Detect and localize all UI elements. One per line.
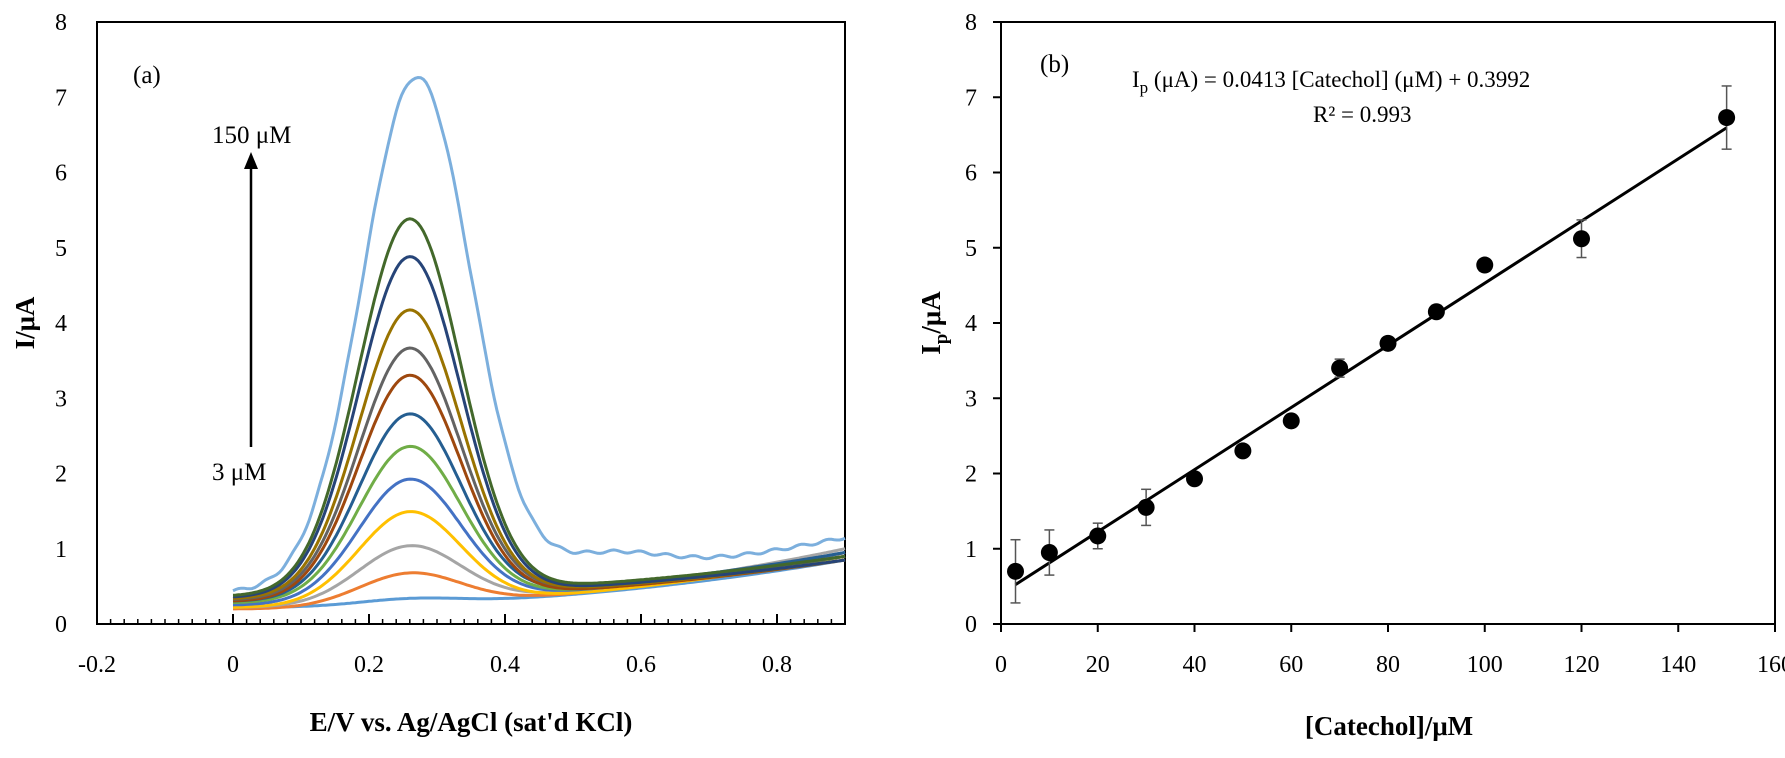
panel-a-y-tick-label: 7 bbox=[55, 85, 67, 111]
data-point bbox=[1282, 412, 1300, 430]
panel-a: (a) -0.2 0 0.2 0.4 0.6 0.8 0 1 2 3 4 5 6 7 8 150 μM 3 … bbox=[10, 10, 846, 737]
panel-b-label: (b) bbox=[1040, 51, 1069, 78]
panel-b-y-tick-label: 4 bbox=[965, 311, 977, 337]
panel-a-y-tick-label: 8 bbox=[55, 10, 67, 36]
panel-a-y-tick-label: 0 bbox=[55, 612, 67, 638]
panel-a-label: (a) bbox=[133, 62, 161, 89]
data-point bbox=[1186, 470, 1203, 488]
regression-line bbox=[1014, 126, 1728, 586]
panel-a-y-tick-label: 4 bbox=[55, 311, 67, 337]
panel-a-y-tick-label: 6 bbox=[55, 161, 67, 187]
regression-equation: Ip (μA) = 0.0413 [Catechol] (μM) + 0.399… bbox=[1132, 67, 1530, 97]
voltammogram-150uM bbox=[232, 75, 846, 593]
panel-a-x-tick-label: 0.8 bbox=[762, 652, 792, 678]
panel-b-y-label-i: I bbox=[916, 344, 946, 355]
panel-b-y-tick-label: 3 bbox=[965, 386, 977, 412]
panel-b-x-tick-label: 120 bbox=[1564, 652, 1600, 678]
panel-b-x-tick-label: 60 bbox=[1279, 652, 1303, 678]
panel-a-x-tick-label: 0 bbox=[227, 652, 239, 678]
panel-b-y-tick-label: 1 bbox=[965, 537, 977, 563]
panel-b-axes: 0 20 40 60 80 100 120 140 160 0 1 2 3 4 5 6 7 8 bbox=[965, 10, 1785, 678]
panel-b-y-tick-label: 7 bbox=[965, 85, 977, 111]
panel-a-curves bbox=[232, 75, 846, 611]
data-point bbox=[1137, 498, 1155, 516]
panel-b-y-tick-label: 5 bbox=[965, 236, 977, 262]
panel-b-points bbox=[1007, 85, 1736, 604]
panel-a-y-tick-label: 2 bbox=[55, 462, 67, 488]
voltammogram-100uM bbox=[232, 255, 846, 599]
regression-equation-body: (μA) = 0.0413 [Catechol] (μM) + 0.3992 bbox=[1148, 67, 1530, 92]
panel-b-y-axis-label: Ip/μA bbox=[916, 291, 952, 355]
data-point bbox=[1007, 562, 1025, 580]
panel-b-y-tick-label: 6 bbox=[965, 161, 977, 187]
voltammogram-120uM bbox=[232, 217, 846, 597]
data-point bbox=[1234, 442, 1252, 460]
panel-a-x-tick-label: 0.4 bbox=[490, 652, 520, 678]
data-point bbox=[1379, 334, 1397, 352]
panel-b-x-axis-label: [Catechol]/μM bbox=[1305, 711, 1473, 741]
panel-a-axes: -0.2 0 0.2 0.4 0.6 0.8 0 1 2 3 4 5 6 7 8 bbox=[55, 10, 846, 678]
panel-b-x-tick-label: 140 bbox=[1660, 652, 1696, 678]
panel-a-y-axis-label: I/μA bbox=[10, 296, 40, 349]
panel-b: (b) 0 20 40 60 80 100 120 140 160 0 1 2 3 4 5 6 7 8 Ip (μ… bbox=[916, 10, 1785, 741]
panel-b-y-tick-label: 8 bbox=[965, 10, 977, 36]
panel-b-x-tick-label: 40 bbox=[1183, 652, 1207, 678]
voltammogram-3uM bbox=[233, 558, 846, 609]
data-point bbox=[1089, 527, 1107, 545]
data-point bbox=[1331, 359, 1349, 377]
data-point bbox=[1718, 109, 1736, 127]
regression-equation-sub: p bbox=[1140, 78, 1149, 97]
data-point bbox=[1427, 303, 1445, 321]
data-point bbox=[1040, 544, 1058, 562]
panel-b-y-tick-label: 2 bbox=[965, 462, 977, 488]
panel-a-x-axis-label: E/V vs. Ag/AgCl (sat'd KCl) bbox=[310, 707, 633, 737]
r-squared: R² = 0.993 bbox=[1313, 102, 1411, 127]
panel-b-x-tick-label: 80 bbox=[1376, 652, 1400, 678]
panel-b-y-tick-label: 0 bbox=[965, 612, 977, 638]
panel-b-y-label-sub: p bbox=[931, 334, 952, 345]
panel-a-frame bbox=[96, 21, 846, 625]
panel-a-y-tick-label: 5 bbox=[55, 236, 67, 262]
panel-a-x-tick-label: 0.2 bbox=[354, 652, 384, 678]
data-point bbox=[1476, 256, 1494, 274]
panel-b-x-tick-label: 100 bbox=[1467, 652, 1503, 678]
annotation-3um: 3 μM bbox=[212, 459, 266, 486]
panel-b-x-tick-label: 160 bbox=[1757, 652, 1785, 678]
panel-b-x-tick-label: 0 bbox=[995, 652, 1007, 678]
annotation-150um: 150 μM bbox=[212, 122, 291, 149]
panel-a-x-tick-label: -0.2 bbox=[78, 652, 116, 678]
panel-a-x-tick-label: 0.6 bbox=[626, 652, 656, 678]
concentration-arrow-head bbox=[244, 152, 258, 169]
panel-b-y-label-rest: /μA bbox=[916, 291, 946, 335]
panel-a-y-tick-label: 1 bbox=[55, 537, 67, 563]
panel-a-y-tick-label: 3 bbox=[55, 386, 67, 412]
panel-b-x-tick-label: 20 bbox=[1086, 652, 1110, 678]
regression-equation-i: I bbox=[1132, 67, 1140, 92]
data-point bbox=[1573, 230, 1590, 248]
panel-b-fit bbox=[1014, 126, 1728, 586]
